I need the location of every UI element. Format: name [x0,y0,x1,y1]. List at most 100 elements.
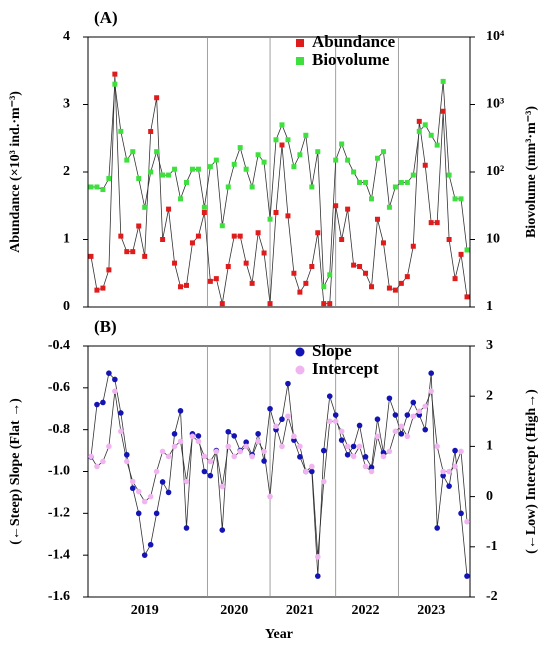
point [291,433,297,440]
y2-tick-label: 0 [486,489,493,504]
legend-label: Intercept [312,359,379,378]
point [267,216,273,222]
point [231,161,237,167]
point [195,433,202,439]
point [386,285,392,291]
point [166,172,172,178]
point [458,448,464,455]
point [363,270,369,276]
point [165,489,172,496]
point [434,525,440,531]
point [123,451,130,458]
point [118,128,124,134]
point [255,438,261,445]
point [338,437,345,443]
point [386,204,392,210]
y2-tick-label: 2 [486,388,493,403]
point [446,172,452,178]
point [177,408,184,414]
point [94,463,100,470]
y2-tick-label: 10² [486,164,504,179]
point [434,142,440,148]
point [380,453,387,460]
point [446,468,452,475]
point [124,249,130,255]
legend-marker [295,347,305,357]
point [112,81,118,87]
point [261,458,267,464]
x-tick-label: 2022 [352,603,380,618]
point [195,233,201,239]
point [201,468,208,475]
y2-tick-label: -2 [486,589,498,604]
point [237,233,243,239]
point [243,260,249,266]
point [440,78,446,84]
point [171,443,178,450]
point [321,284,327,290]
point [267,493,273,500]
point [440,468,446,475]
point [452,196,458,202]
point [333,157,339,163]
point [189,240,195,246]
series-line [90,81,468,289]
point [129,485,136,492]
point [166,206,172,212]
y-tick-label: 3 [63,97,70,112]
point [434,220,440,226]
point [374,416,381,423]
point [94,184,100,190]
point [273,423,279,430]
point [392,287,398,293]
point [357,179,363,185]
point [297,289,303,295]
point [255,230,261,236]
legend-marker [296,39,304,47]
point [452,447,458,454]
point [237,145,243,151]
point [279,122,285,128]
point [356,443,363,450]
point [285,413,291,420]
y-tick-label: 4 [63,29,70,44]
point [458,251,464,257]
y2-tick-label: 1 [486,299,493,314]
point [94,287,100,293]
point [369,196,375,202]
x-tick-label: 2020 [220,603,248,618]
point [124,157,130,163]
point [129,478,136,485]
point [148,129,154,134]
point [422,162,428,168]
point [100,187,106,193]
y2-tick-label: -1 [486,539,498,554]
point [267,405,273,412]
point [309,264,315,269]
point [398,280,404,286]
point [380,240,386,246]
point [172,260,178,266]
point [416,118,422,124]
y-axis-label: (←Steep) Slope (Flat →) [8,398,23,545]
point [363,179,369,185]
point [428,370,435,376]
point [130,249,136,255]
point [141,552,148,558]
point [285,380,291,387]
point [297,454,303,460]
point [249,453,255,460]
point [237,448,244,455]
point [404,433,411,440]
point [213,448,220,455]
y2-tick-label: 10⁴ [486,29,505,44]
y2-tick-label: 1 [486,439,493,454]
point [255,152,261,158]
point [338,428,345,435]
y-tick-label: -0.8 [48,422,70,437]
point [398,431,405,437]
point [422,403,429,410]
point [297,443,303,450]
point [112,388,118,394]
point [243,443,249,450]
